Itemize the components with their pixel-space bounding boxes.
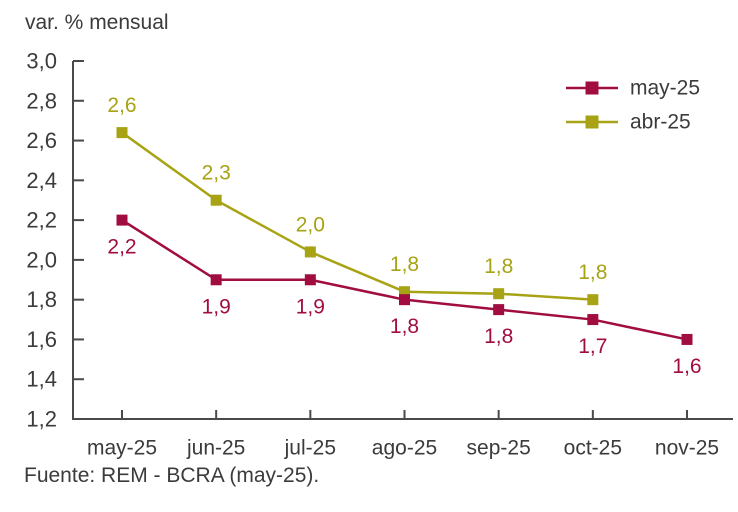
data-point-label: 2,0 bbox=[296, 213, 325, 236]
legend-item-abr-25: abr-25 bbox=[566, 111, 691, 134]
data-point-marker bbox=[587, 314, 599, 326]
data-point-marker bbox=[493, 304, 505, 316]
data-point-label: 2,2 bbox=[107, 236, 136, 259]
y-tick-label: 1,6 bbox=[26, 327, 57, 352]
data-point-label: 2,3 bbox=[202, 162, 231, 185]
data-point-label: 1,8 bbox=[390, 253, 419, 276]
data-point-marker bbox=[116, 127, 128, 139]
data-point-label: 1,9 bbox=[202, 295, 231, 318]
y-tick-label: 3,0 bbox=[26, 49, 57, 74]
x-tick-label: jul-25 bbox=[284, 437, 336, 460]
y-tick-label: 1,4 bbox=[26, 367, 57, 392]
data-point-marker bbox=[304, 246, 316, 258]
legend-marker-swatch bbox=[585, 81, 599, 95]
data-point-marker bbox=[210, 194, 222, 206]
data-point-marker bbox=[399, 294, 410, 306]
y-tick-label: 2,0 bbox=[26, 247, 57, 272]
series-may-25: 2,2 1,9 1,9 1,8 1,8 1,7 1,6 bbox=[107, 214, 702, 378]
legend-item-may-25: may-25 bbox=[566, 77, 700, 100]
x-tick-label: may-25 bbox=[87, 437, 157, 460]
data-point-marker bbox=[493, 288, 505, 300]
chart-title: var. % mensual bbox=[25, 11, 169, 34]
y-tick-label: 2,8 bbox=[26, 88, 57, 113]
data-point-marker bbox=[681, 333, 693, 345]
data-point-label: 1,8 bbox=[484, 255, 513, 278]
y-tick-label: 2,2 bbox=[26, 208, 57, 233]
x-tick-label: oct-25 bbox=[564, 437, 622, 460]
legend-label: may-25 bbox=[630, 77, 700, 100]
series-line bbox=[121, 131, 593, 301]
y-tick-label: 2,6 bbox=[26, 128, 57, 153]
y-tick-label: 1,8 bbox=[26, 287, 57, 312]
data-point-label: 1,6 bbox=[672, 355, 701, 378]
data-point-label: 1,9 bbox=[296, 295, 325, 318]
x-tick-label: nov-25 bbox=[655, 437, 719, 460]
data-point-label: 1,8 bbox=[390, 315, 419, 338]
data-point-label: 1,8 bbox=[484, 325, 513, 348]
y-tick-label: 1,2 bbox=[26, 407, 57, 432]
legend-marker-swatch bbox=[585, 115, 599, 129]
data-point-marker bbox=[116, 214, 128, 226]
legend-label: abr-25 bbox=[630, 111, 691, 134]
source-note: Fuente: REM - BCRA (may-25). bbox=[24, 464, 320, 487]
legend: may-25 abr-25 bbox=[566, 77, 700, 134]
data-point-label: 2,6 bbox=[107, 94, 136, 117]
x-tick-label: jun-25 bbox=[186, 437, 245, 460]
y-tick-label: 2,4 bbox=[26, 168, 57, 193]
data-point-label: 1,8 bbox=[578, 261, 607, 284]
series-abr-25: 2,6 2,3 2,0 1,8 1,8 1,8 bbox=[107, 94, 607, 306]
data-point-marker bbox=[587, 294, 599, 306]
x-tick-label: sep-25 bbox=[467, 437, 531, 460]
data-point-marker bbox=[210, 274, 222, 286]
data-point-label: 1,7 bbox=[578, 335, 607, 358]
x-tick-label: ago-25 bbox=[372, 437, 437, 460]
data-point-marker bbox=[304, 274, 316, 286]
data-point-marker bbox=[399, 286, 410, 298]
